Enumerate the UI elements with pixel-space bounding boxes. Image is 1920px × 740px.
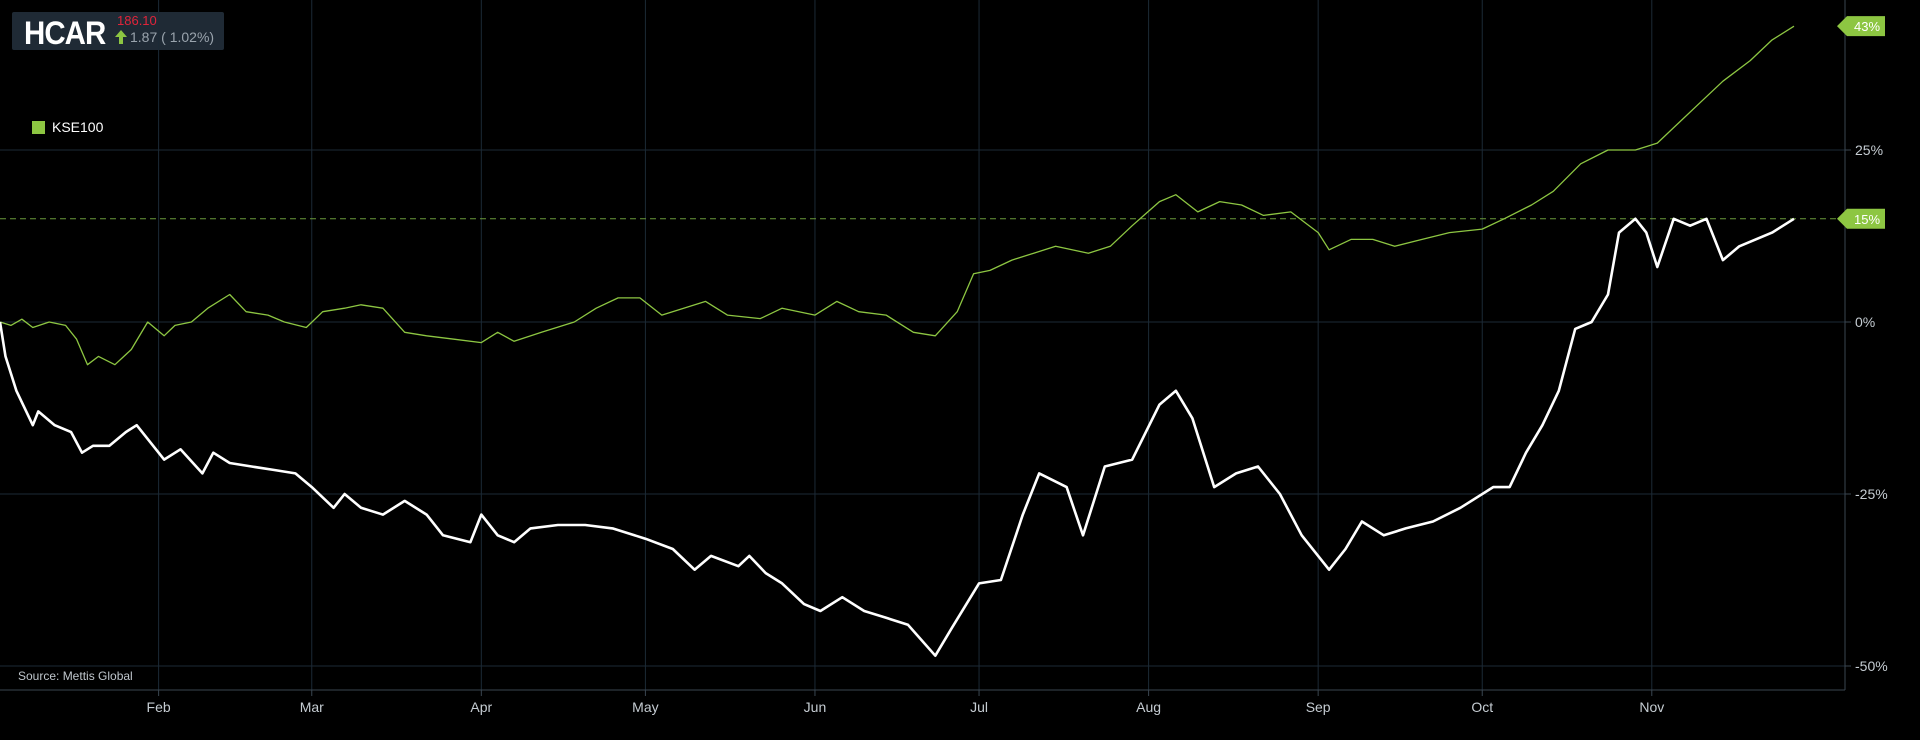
ticker-symbol: HCAR [24,15,106,51]
value-badge-hcar [1837,208,1885,229]
x-tick-label: Jun [804,699,827,715]
legend[interactable]: KSE100 [32,119,103,135]
x-tick-label: Feb [147,699,171,715]
legend-label-kse100: KSE100 [52,119,104,135]
series-line-hcar [0,217,1795,658]
x-tick-label: Aug [1136,699,1161,715]
value-badge-kse100 [1837,16,1885,37]
ticker-change-row: 1.87 ( 1.02%) [115,29,214,45]
x-tick-label: Sep [1306,699,1331,715]
ticker-price: 186.10 [117,13,157,28]
x-tick-label: May [632,699,658,715]
y-tick-label: -25% [1855,486,1888,502]
value-badge-label-kse100: 43% [1854,19,1880,34]
y-tick-label: 0% [1855,314,1875,330]
value-badge-label-hcar: 15% [1854,212,1880,227]
x-tick-label: Oct [1471,699,1493,715]
ticker-box: HCAR 186.10 1.87 ( 1.02%) [12,12,224,51]
source-note: Source: Mettis Global [18,669,133,683]
y-tick-label: 25% [1855,142,1883,158]
up-arrow-icon [115,30,127,44]
y-tick-label: -50% [1855,658,1888,674]
x-tick-label: Jul [970,699,988,715]
ticker-change: 1.87 ( 1.02%) [130,29,215,45]
x-tick-label: Mar [300,699,324,715]
legend-swatch-kse100 [32,120,45,134]
series-line-kse100 [0,25,1795,366]
x-tick-label: Nov [1639,699,1664,715]
x-tick-label: Apr [470,699,492,715]
